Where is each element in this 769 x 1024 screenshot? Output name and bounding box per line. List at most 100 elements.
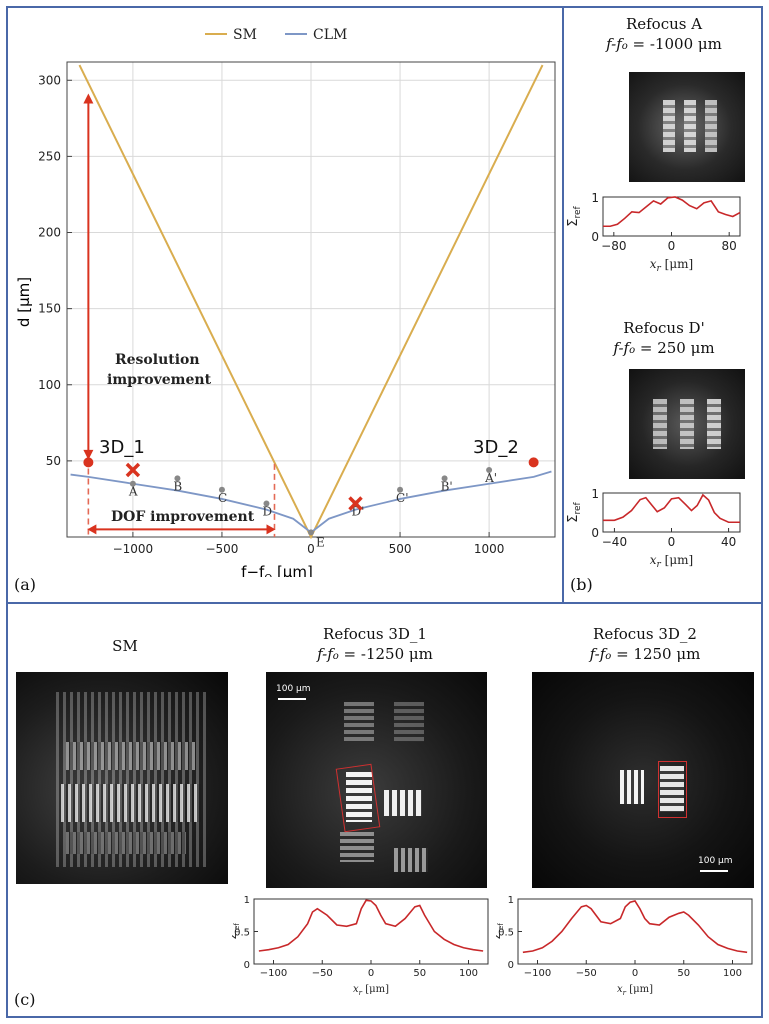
y-tick-label: 0 [591, 230, 599, 244]
profile-y-label: Σref [566, 205, 583, 226]
x-tick-label: 100 [459, 968, 478, 979]
profile-x-label: xr [μm] [650, 257, 693, 274]
chart-series [70, 64, 552, 540]
panel-b-top-title: Refocus A f-fo = -1000 μm [606, 15, 722, 53]
panel-b-bottom-title: Refocus D' f-fo = 250 μm [613, 319, 715, 357]
scalebar-label: 100 μm [698, 856, 733, 866]
panel-c-label: (c) [14, 990, 36, 1009]
marker-3d1-label: 3D_1 [99, 437, 145, 458]
x-tick-label: 0 [668, 535, 676, 549]
chart-grid [67, 62, 555, 537]
data-point [486, 467, 493, 474]
refocus-3d1-profile: −100 −50 0 50 100 0 0.5 1 Σref xr [μm] [232, 895, 489, 997]
x-tick-label: −500 [205, 542, 238, 556]
x-tick-label: 500 [389, 542, 412, 556]
y-tick-label: 150 [38, 302, 61, 316]
panel-a-label: (a) [14, 575, 37, 594]
chart-tick-labels: −1000 −500 0 500 1000 50 100 150 200 250 300 [38, 73, 504, 556]
scalebar [700, 870, 728, 872]
profile-y-label: Σref [232, 923, 241, 940]
point-label: D [262, 505, 272, 519]
refocus-3d1-image: 100 μm [266, 672, 487, 888]
roi-box [335, 763, 381, 833]
data-point [174, 475, 181, 482]
x-tick-label: −80 [601, 239, 626, 253]
refocus-3d1-title: Refocus 3D_1 f-fo = -1250 μm [317, 625, 433, 663]
y-tick-label: 100 [38, 378, 61, 392]
data-point [397, 486, 404, 493]
resolution-arrow-head [83, 93, 94, 104]
y-tick-label: 250 [38, 149, 61, 163]
y-tick-label: 0.5 [498, 928, 514, 939]
profile-line [258, 899, 484, 952]
series-line-sm [78, 64, 544, 540]
y-axis-label: d [μm] [15, 277, 33, 327]
point-label: C' [396, 491, 408, 505]
point-label: E [316, 535, 325, 549]
y-tick-label: 1 [591, 191, 599, 205]
y-tick-label: 1 [508, 895, 514, 906]
refocus-a-image [629, 72, 745, 182]
refocus-3d2-title: Refocus 3D_2 f-fo = 1250 μm [589, 625, 701, 663]
y-tick-label: 50 [46, 454, 61, 468]
y-tick-label: 0.5 [234, 928, 250, 939]
main-chart: −1000 −500 0 500 1000 50 100 150 200 250 300 A B C D E… [15, 27, 556, 577]
cross-marker [348, 496, 363, 511]
x-tick-label: −50 [576, 968, 597, 979]
profile-frame [253, 898, 489, 965]
legend-label: CLM [313, 27, 347, 43]
profile-y-label: Σref [496, 923, 505, 940]
panel-c-frame [6, 602, 763, 1018]
panel-b-label: (b) [570, 575, 593, 594]
x-tick-label: −50 [312, 968, 333, 979]
y-tick-label: 200 [38, 226, 61, 240]
legend-label: SM [233, 27, 257, 43]
scalebar [278, 698, 306, 700]
data-point [218, 486, 225, 493]
roi-box [658, 761, 687, 818]
y-tick-label: 0 [244, 960, 250, 971]
profile-line [603, 196, 741, 228]
profile-line [603, 493, 740, 524]
x-axis-label: f−fO [μm] [241, 563, 313, 577]
chart-legend: SM CLM [205, 27, 347, 43]
profile-x-label: xr [μm] [650, 553, 693, 570]
point-label: B' [441, 479, 453, 493]
data-point [441, 475, 448, 482]
y-tick-label: 0 [508, 960, 514, 971]
resolution-label-line1: Resolution [115, 352, 200, 368]
data-point [129, 480, 136, 487]
point-label: B [173, 479, 182, 493]
x-tick-label: 80 [722, 239, 737, 253]
scalebar-label: 100 μm [276, 684, 311, 694]
x-tick-label: 40 [721, 535, 736, 549]
x-tick-label: −1000 [113, 542, 154, 556]
x-tick-label: 50 [413, 968, 426, 979]
point-label: C [218, 491, 227, 505]
profile-y-label: Σref [566, 501, 583, 522]
cross-marker [125, 462, 141, 478]
y-tick-label: 0 [591, 526, 599, 540]
resolution-arrow-head [83, 449, 94, 460]
x-tick-label: −40 [602, 535, 627, 549]
sm-image [16, 672, 228, 884]
profile-x-label: xr [μm] [353, 984, 389, 997]
x-tick-label: 100 [723, 968, 742, 979]
point-label: A' [484, 471, 497, 485]
x-tick-label: 0 [668, 239, 676, 253]
dof-arrow-head [87, 524, 97, 535]
refocus-3d2-image: 100 μm [532, 672, 754, 888]
x-tick-label: 0 [632, 968, 638, 979]
x-tick-label: −100 [524, 968, 551, 979]
highlight-point [83, 457, 94, 468]
x-tick-label: −100 [260, 968, 287, 979]
dof-label: DOF improvement [111, 509, 255, 525]
point-label: A [128, 485, 138, 499]
y-tick-label: 300 [38, 73, 61, 87]
refocus-3d2-profile: −100 −50 0 50 100 0 0.5 1 Σref xr [μm] [496, 895, 753, 997]
profile-frame [602, 196, 741, 237]
data-point [263, 500, 270, 507]
